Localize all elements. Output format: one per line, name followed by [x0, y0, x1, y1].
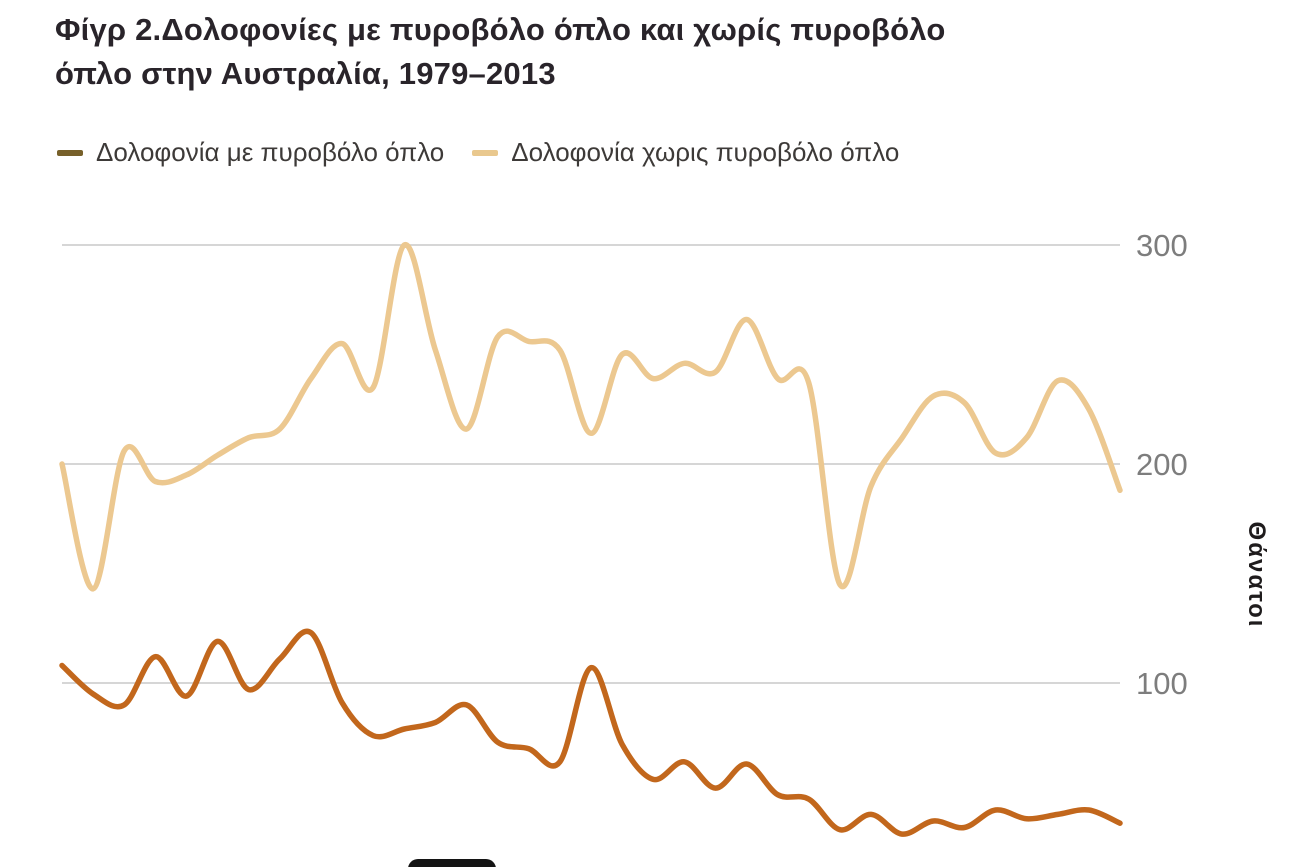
series-nonfirearm-line: [59, 242, 1123, 592]
legend-swatch-nonfirearm-icon: [472, 149, 499, 156]
legend-swatch-firearm-icon: [57, 149, 83, 156]
legend-label-firearm: Δολοφονία με πυροβόλο όπλο: [96, 137, 445, 167]
page-title: Φίγρ 2.Δολοφονίες με πυροβόλο όπλο και χ…: [55, 8, 945, 96]
y-tick-label-200: 200: [1136, 447, 1188, 482]
page-title-line-1: Φίγρ 2.Δολοφονίες με πυροβόλο όπλο και χ…: [55, 12, 946, 47]
y-tick-label-100: 100: [1136, 666, 1188, 701]
legend-item-firearm: Δολοφονία με πυροβόλο όπλο: [57, 137, 444, 168]
legend: Δολοφονία με πυροβόλο όπλο Δολοφονία χωρ…: [57, 137, 899, 168]
y-tick-label-300: 300: [1136, 228, 1188, 263]
legend-item-nonfirearm: Δολοφονία χωρις πυροβόλο όπλο: [472, 137, 899, 168]
y-axis-label: Θάνατοι: [1243, 522, 1270, 629]
legend-label-nonfirearm: Δολοφονία χωρις πυροβόλο όπλο: [511, 137, 900, 167]
crop-artifact: [408, 859, 496, 867]
page-title-line-2: όπλο στην Αυστραλία, 1979–2013: [55, 56, 556, 92]
series-firearm-line: [59, 628, 1123, 837]
